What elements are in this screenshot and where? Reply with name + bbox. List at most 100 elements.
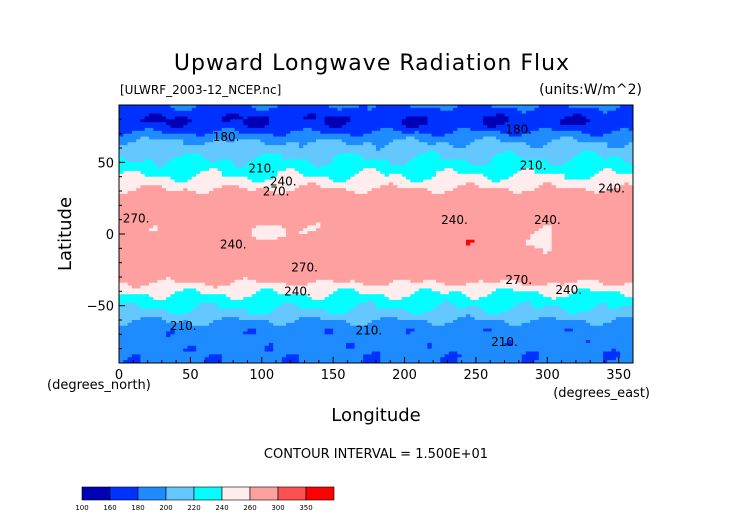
heatmap-cell: [166, 162, 171, 166]
heatmap-cell: [153, 153, 159, 158]
heatmap-cell: [577, 199, 583, 204]
heatmap-cell: [144, 176, 150, 181]
heatmap-cell: [170, 168, 176, 172]
heatmap-cell: [324, 208, 330, 212]
heatmap-cell: [577, 107, 583, 112]
heatmap-cell: [538, 107, 544, 112]
heatmap-cell: [358, 136, 364, 140]
heatmap-cell: [543, 165, 548, 169]
heatmap-cell: [273, 153, 279, 158]
heatmap-cell: [380, 188, 386, 192]
heatmap-cell: [543, 145, 548, 149]
heatmap-cell: [470, 113, 476, 118]
heatmap-cell: [131, 148, 137, 152]
heatmap-cell: [590, 202, 596, 206]
heatmap-cell: [453, 105, 458, 109]
heatmap-cell: [431, 113, 437, 118]
heatmap-cell: [607, 122, 613, 126]
heatmap-cell: [337, 199, 343, 204]
heatmap-cell: [221, 216, 227, 221]
heatmap-cell: [457, 188, 463, 192]
heatmap-cell: [423, 136, 428, 140]
heatmap-cell: [294, 216, 300, 221]
heatmap-cell: [333, 188, 339, 192]
heatmap-cell: [410, 205, 416, 209]
heatmap-cell: [328, 159, 334, 163]
heatmap-cell: [551, 125, 557, 129]
heatmap-cell: [256, 153, 261, 158]
heatmap-cell: [294, 191, 300, 195]
heatmap-cell: [461, 185, 467, 189]
heatmap-cell: [611, 145, 617, 149]
heatmap-cell: [204, 208, 210, 212]
heatmap-cell: [247, 150, 253, 155]
heatmap-cell: [260, 165, 266, 169]
heatmap-cell: [393, 213, 399, 218]
heatmap-cell: [178, 165, 184, 169]
heatmap-cell: [577, 165, 583, 169]
heatmap-cell: [384, 139, 390, 143]
heatmap-cell: [140, 159, 146, 163]
heatmap-cell: [607, 130, 613, 135]
heatmap-cell: [551, 113, 557, 118]
heatmap-cell: [251, 199, 257, 204]
heatmap-cell: [286, 182, 291, 186]
heatmap-cell: [551, 105, 557, 109]
heatmap-cell: [478, 145, 484, 149]
heatmap-cell: [148, 205, 154, 209]
heatmap-cell: [543, 156, 548, 161]
heatmap-cell: [530, 133, 536, 138]
heatmap-cell: [217, 133, 223, 138]
heatmap-cell: [525, 136, 531, 140]
heatmap-cell: [320, 179, 326, 183]
heatmap-cell: [615, 182, 621, 186]
heatmap-cell: [148, 159, 154, 163]
heatmap-cell: [127, 110, 133, 115]
heatmap-cell: [448, 107, 454, 112]
heatmap-cell: [534, 153, 540, 158]
heatmap-cell: [465, 122, 471, 126]
heatmap-cell: [525, 159, 531, 163]
heatmap-cell: [615, 105, 621, 109]
heatmap-cell: [628, 110, 633, 115]
heatmap-cell: [303, 150, 309, 155]
heatmap-cell: [311, 139, 317, 143]
heatmap-cell: [238, 165, 244, 169]
heatmap-cell: [123, 162, 129, 166]
heatmap-cell: [624, 105, 630, 109]
heatmap-cell: [581, 136, 587, 140]
heatmap-cell: [264, 202, 270, 206]
heatmap-cell: [585, 205, 591, 209]
heatmap-cell: [568, 213, 574, 218]
heatmap-cell: [178, 205, 184, 209]
heatmap-cell: [376, 107, 381, 112]
heatmap-cell: [238, 176, 244, 181]
heatmap-cell: [136, 205, 142, 209]
heatmap-cell: [333, 213, 339, 218]
heatmap-cell: [294, 139, 300, 143]
heatmap-cell: [393, 139, 399, 143]
heatmap-cell: [470, 196, 476, 201]
heatmap-cell: [393, 145, 399, 149]
heatmap-cell: [281, 139, 287, 143]
heatmap-cell: [328, 199, 334, 204]
heatmap-cell: [196, 136, 201, 140]
heatmap-cell: [538, 199, 544, 204]
heatmap-cell: [465, 125, 471, 129]
heatmap-cell: [303, 107, 309, 112]
heatmap-cell: [303, 116, 309, 120]
heatmap-cell: [427, 170, 433, 175]
heatmap-cell: [628, 188, 633, 192]
heatmap-cell: [311, 168, 317, 172]
heatmap-cell: [590, 156, 596, 161]
heatmap-cell: [508, 216, 514, 221]
heatmap-cell: [243, 173, 249, 178]
heatmap-cell: [487, 116, 493, 120]
heatmap-cell: [427, 193, 433, 198]
heatmap-cell: [247, 119, 253, 123]
heatmap-cell: [191, 159, 197, 163]
heatmap-cell: [286, 211, 291, 215]
heatmap-cell: [594, 188, 600, 192]
heatmap-cell: [483, 165, 488, 169]
heatmap-cell: [453, 168, 458, 172]
